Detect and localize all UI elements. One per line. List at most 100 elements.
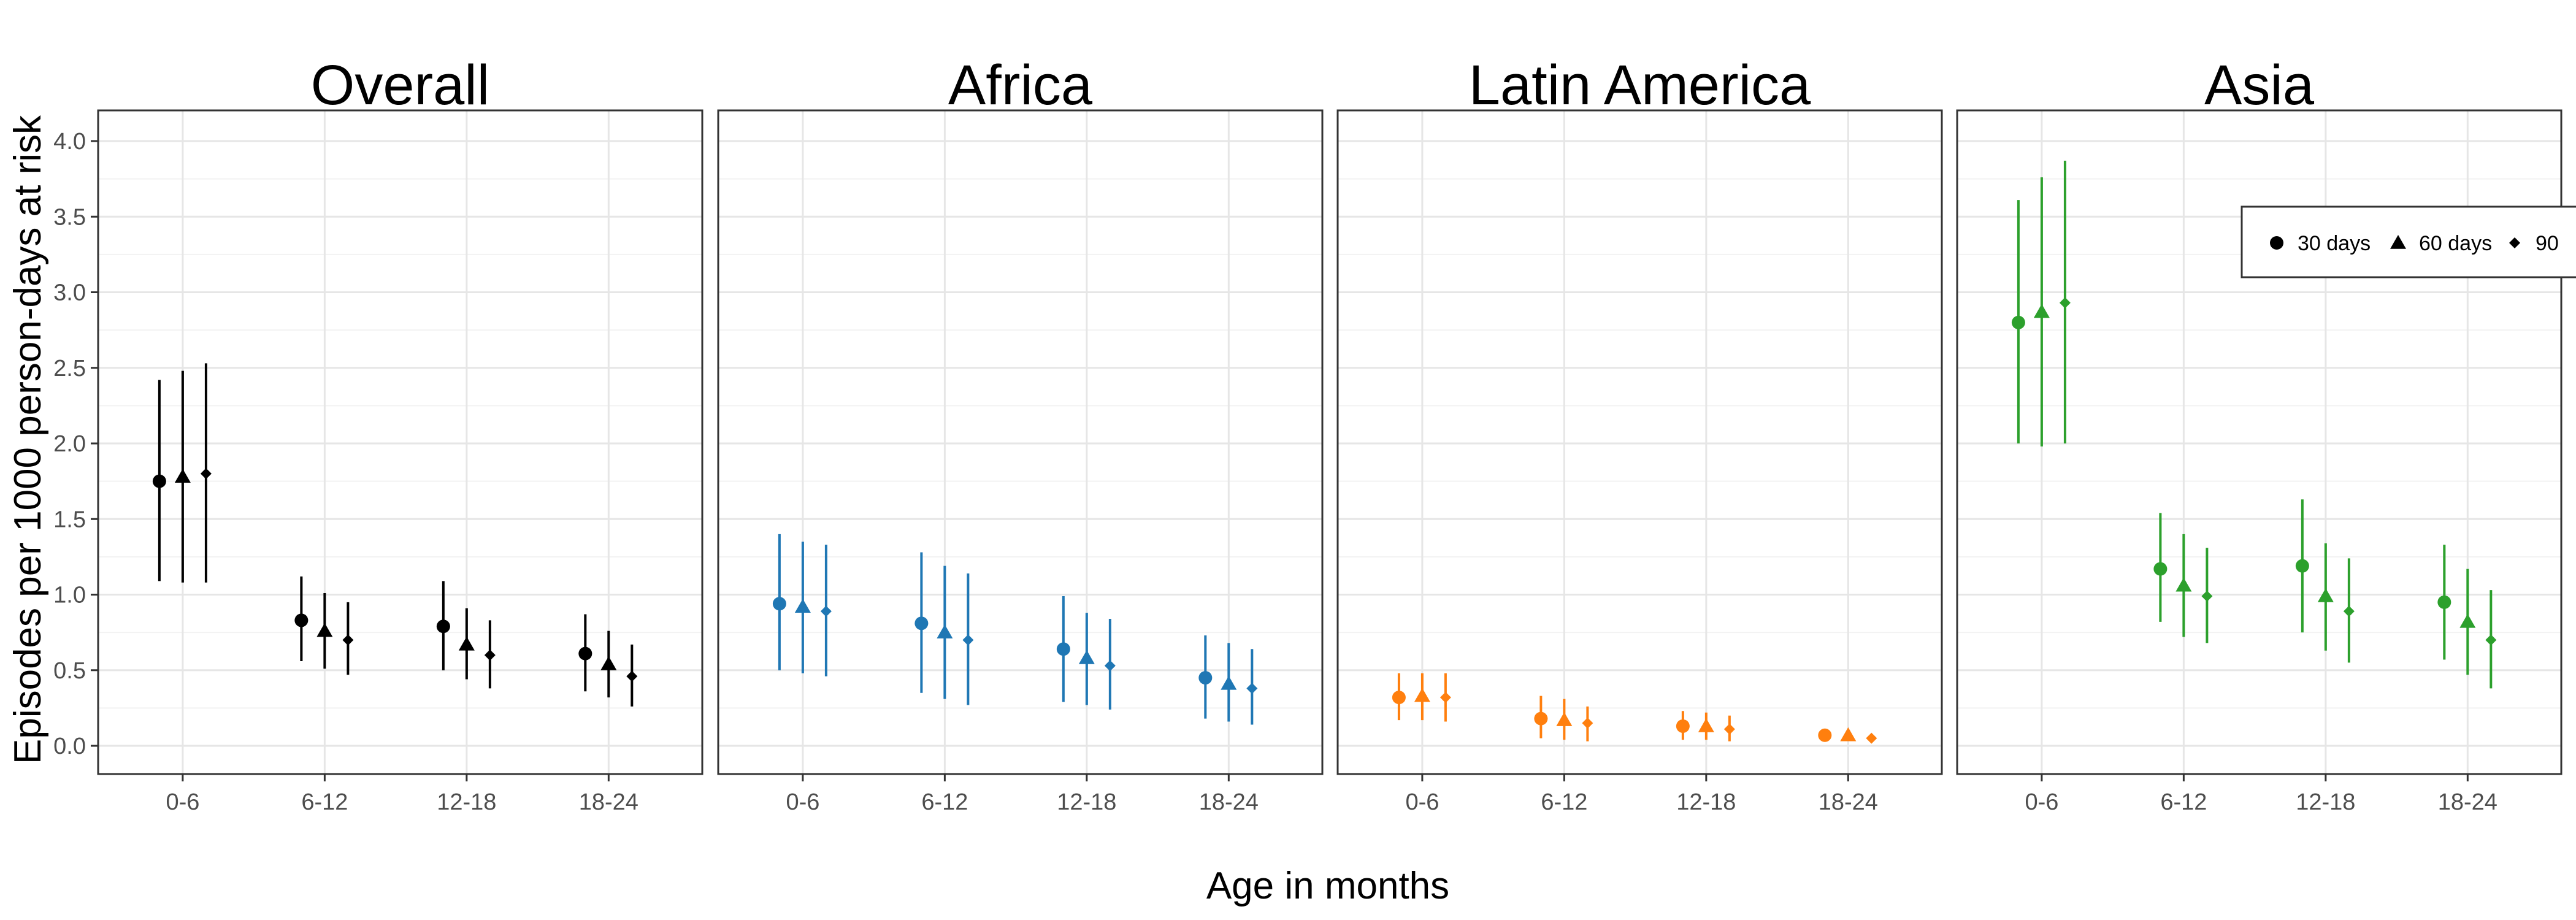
legend-key-diamond — [2509, 237, 2520, 248]
x-tick-label: 6-12 — [301, 789, 348, 815]
data-point — [1414, 688, 1430, 702]
y-tick-label: 4.0 — [53, 129, 86, 155]
data-point — [1676, 719, 1690, 733]
data-point — [1078, 650, 1095, 664]
panel-overall: Overall 0-6 6-12 12-18 18-24 — [97, 54, 703, 815]
panel-title: Asia — [2204, 54, 2315, 117]
y-axis: 0.0 0.5 1.0 1.5 2.0 2.5 3.0 3.5 4.0 — [53, 129, 98, 759]
x-tick-label: 6-12 — [2160, 789, 2207, 815]
data-point — [2437, 595, 2451, 609]
panel-title: Africa — [948, 54, 1093, 117]
y-tick-label: 3.0 — [53, 280, 86, 306]
panel-border — [1956, 109, 2563, 775]
data-point — [1818, 728, 1832, 742]
data-point — [1246, 683, 1258, 694]
series-60-days — [174, 370, 617, 698]
series-30-days — [1392, 673, 1832, 742]
legend-label: 30 days — [2298, 232, 2371, 255]
series-30-days — [152, 380, 592, 692]
data-point — [174, 469, 191, 483]
data-point — [937, 624, 953, 638]
data-point — [2459, 613, 2476, 628]
panel-background — [718, 110, 1322, 774]
data-point — [1198, 671, 1213, 685]
data-point — [1556, 712, 1573, 726]
y-tick-label: 2.0 — [53, 431, 86, 457]
data-point — [458, 636, 475, 651]
legend-label: 60 days — [2419, 232, 2492, 255]
legend: 30 days 60 days 90 — [2241, 205, 2576, 278]
y-tick-label: 1.5 — [53, 507, 86, 532]
data-point — [600, 656, 617, 670]
data-point — [626, 670, 638, 682]
panel-latin-america: Latin America 0-6 6-12 12-18 18-24 — [1336, 54, 1943, 815]
data-point — [1104, 660, 1116, 672]
data-point — [294, 613, 309, 627]
data-point — [1723, 723, 1735, 735]
data-point — [1698, 718, 1714, 732]
y-tick-label: 0.5 — [53, 658, 86, 684]
series-60-days — [2033, 177, 2476, 675]
y-tick-label: 1.0 — [53, 583, 86, 608]
x-tick-label: 0-6 — [786, 789, 819, 815]
y-tick-label: 2.5 — [53, 356, 86, 381]
series-90 — [200, 363, 638, 707]
x-tick-label: 0-6 — [2025, 789, 2058, 815]
x-tick-label: 18-24 — [1199, 789, 1259, 815]
data-point — [2485, 634, 2497, 646]
x-tick-label: 0-6 — [166, 789, 199, 815]
data-point — [2201, 590, 2213, 602]
data-point — [316, 623, 333, 637]
x-tick-label: 12-18 — [1676, 789, 1736, 815]
panel-asia: Asia 0-6 6-12 12-18 18-24 — [1956, 54, 2563, 815]
panel-title: Overall — [311, 54, 489, 117]
series-90 — [820, 545, 1258, 725]
data-point — [1392, 691, 1406, 705]
data-point — [962, 634, 974, 646]
panel-title: Latin America — [1469, 54, 1811, 117]
data-point — [1866, 732, 1877, 744]
data-point — [342, 634, 354, 646]
series-90 — [2059, 161, 2497, 689]
legend-box — [2241, 205, 2576, 278]
panel-background — [98, 110, 702, 774]
x-tick-label: 12-18 — [437, 789, 496, 815]
x-tick-label: 6-12 — [1541, 789, 1587, 815]
data-point — [1056, 642, 1070, 656]
data-point — [1439, 692, 1451, 703]
panel-africa: Africa 0-6 6-12 12-18 18-24 — [717, 54, 1324, 815]
data-point — [2317, 588, 2334, 602]
data-point — [2033, 304, 2050, 318]
x-tick-label: 12-18 — [2296, 789, 2355, 815]
data-point — [2175, 577, 2192, 592]
x-tick-label: 6-12 — [921, 789, 968, 815]
data-point — [914, 616, 929, 631]
data-point — [2295, 559, 2309, 573]
x-axis-title: Age in months — [1206, 865, 1449, 907]
panel-background — [1338, 110, 1942, 774]
x-tick-label: 0-6 — [1405, 789, 1439, 815]
data-point — [1582, 718, 1593, 729]
data-point — [1840, 727, 1857, 742]
y-axis-title: Episodes per 1000 person-days at risk — [7, 115, 49, 764]
data-point — [436, 619, 450, 634]
data-point — [578, 646, 592, 661]
legend-label: 90 — [2536, 232, 2559, 255]
legend-key-circle — [2270, 236, 2283, 250]
series-30-days — [772, 534, 1213, 719]
y-tick-label: 3.5 — [53, 204, 86, 230]
y-tick-label: 0.0 — [53, 734, 86, 759]
data-point — [772, 597, 786, 611]
series-60-days — [1414, 673, 1857, 742]
data-point — [2343, 605, 2355, 617]
data-point — [2059, 297, 2071, 309]
data-point — [1534, 711, 1548, 726]
x-tick-label: 18-24 — [579, 789, 638, 815]
data-point — [2153, 562, 2168, 576]
x-tick-label: 18-24 — [1819, 789, 1878, 815]
x-tick-label: 18-24 — [2438, 789, 2497, 815]
data-point — [200, 468, 212, 480]
panel-border — [97, 109, 703, 775]
data-point — [2011, 315, 2025, 329]
data-point — [152, 474, 166, 488]
